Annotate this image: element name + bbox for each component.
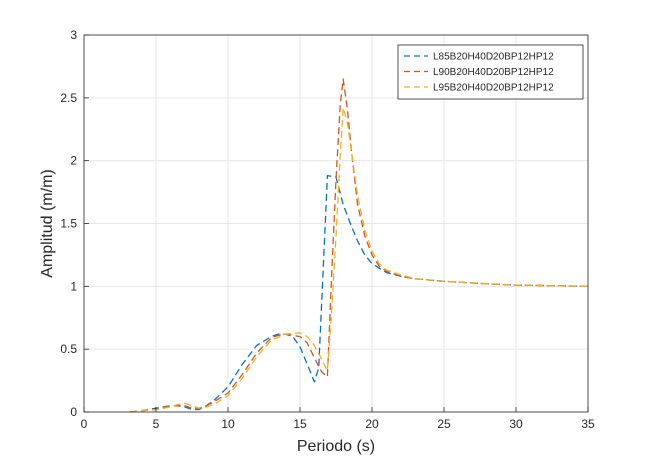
y-axis-label: Amplitud (m/m) <box>39 169 56 277</box>
x-tick-label: 5 <box>153 417 160 431</box>
y-tick-label: 2 <box>70 154 77 168</box>
y-tick-label: 1.5 <box>60 217 77 231</box>
series-layer <box>130 78 589 413</box>
series-line <box>130 78 589 413</box>
x-tick-label: 30 <box>509 417 523 431</box>
legend-item: L90B20H40D20BP12HP12 <box>404 67 554 78</box>
legend: L85B20H40D20BP12HP12 L90B20H40D20BP12HP1… <box>397 44 584 100</box>
legend-label: L95B20H40D20BP12HP12 <box>433 83 554 94</box>
x-tick-label: 10 <box>221 417 235 431</box>
ticks: 0 5 10 15 20 25 30 35 0 0.5 1 1.5 2 2.5 3 <box>60 28 595 431</box>
x-axis-label: Periodo (s) <box>297 438 375 455</box>
legend-item: L85B20H40D20BP12HP12 <box>404 52 554 63</box>
legend-box <box>397 44 584 100</box>
series-line <box>130 107 589 413</box>
legend-item: L95B20H40D20BP12HP12 <box>404 83 554 94</box>
y-tick-label: 3 <box>70 28 77 42</box>
series-line <box>130 175 589 413</box>
x-tick-label: 35 <box>581 417 595 431</box>
y-tick-label: 1 <box>70 279 77 293</box>
legend-label: L85B20H40D20BP12HP12 <box>433 52 554 63</box>
y-tick-label: 2.5 <box>60 91 77 105</box>
x-tick-label: 20 <box>365 417 379 431</box>
x-tick-label: 0 <box>81 417 88 431</box>
y-tick-label: 0 <box>70 405 77 419</box>
x-tick-label: 15 <box>293 417 307 431</box>
y-tick-label: 0.5 <box>60 342 77 356</box>
legend-label: L90B20H40D20BP12HP12 <box>433 67 554 78</box>
x-tick-label: 25 <box>437 417 451 431</box>
